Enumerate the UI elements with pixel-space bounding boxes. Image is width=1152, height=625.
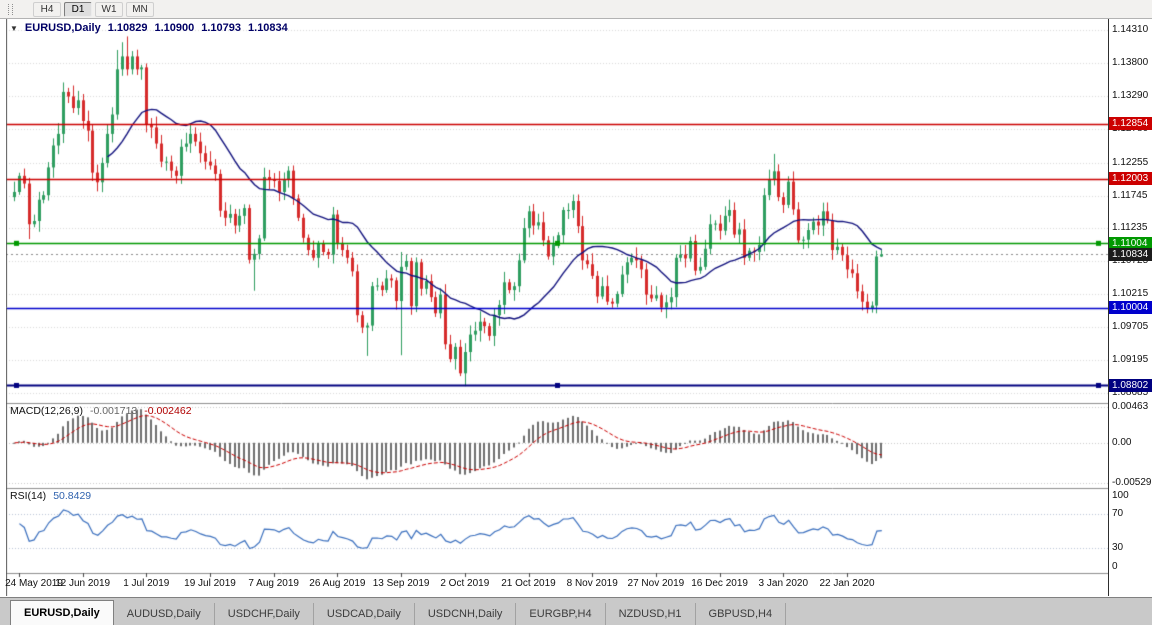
x-axis-label: 7 Aug 2019 (248, 578, 299, 589)
level-price-badge: 1.10004 (1109, 301, 1152, 315)
rsi-axis-tick: 30 (1112, 541, 1124, 553)
chart-tab-usdchf-daily[interactable]: USDCHF,Daily (214, 603, 314, 625)
level-price-badge: 1.12003 (1109, 172, 1152, 186)
chart-area: ▼ EURUSD,Daily 1.10829 1.10900 1.10793 1… (0, 19, 1152, 597)
rsi-axis-tick: 70 (1112, 507, 1124, 519)
macd-indicator-label: MACD(12,26,9) -0.001713 -0.002462 (10, 405, 192, 417)
chart-tab-audusd-daily[interactable]: AUDUSD,Daily (113, 603, 215, 625)
x-axis-label: 2 Oct 2019 (440, 578, 490, 589)
level-price-badge: 1.11004 (1109, 236, 1152, 250)
x-axis-label: 27 Nov 2019 (627, 578, 685, 589)
macd-axis-tick: 0.00 (1112, 436, 1132, 448)
price-axis-tick: 1.13290 (1112, 89, 1149, 101)
level-price-badge: 1.08802 (1109, 378, 1152, 392)
timeframe-button-mn[interactable]: MN (126, 1, 154, 17)
current-price-badge: 1.10834 (1109, 247, 1152, 261)
macd-main-value: -0.001713 (89, 405, 138, 417)
chart-tab-gbpusd-h4[interactable]: GBPUSD,H4 (695, 603, 787, 625)
price-axis-tick: 1.14310 (1112, 23, 1149, 35)
x-axis-label: 1 Jul 2019 (123, 578, 170, 589)
toolbar-grip[interactable] (8, 3, 13, 15)
timeframe-button-w1[interactable]: W1 (95, 1, 123, 17)
ohlc-open: 1.10829 (107, 22, 148, 34)
x-axis-label: 3 Jan 2020 (758, 578, 809, 589)
rsi-indicator-label: RSI(14) 50.8429 (10, 490, 91, 502)
chart-symbol: EURUSD,Daily (24, 22, 101, 34)
ohlc-low: 1.10793 (201, 22, 242, 34)
rsi-value: 50.8429 (53, 490, 92, 502)
price-axis-tick: 1.12255 (1112, 156, 1149, 168)
x-axis-label: 22 Jan 2020 (819, 578, 875, 589)
chart-tab-eurusd-daily[interactable]: EURUSD,Daily (10, 600, 114, 625)
x-axis-label: 21 Oct 2019 (501, 578, 556, 589)
chart-tab-nzdusd-h1[interactable]: NZDUSD,H1 (605, 603, 696, 625)
macd-axis-tick: -0.00529 (1112, 477, 1152, 489)
x-axis-label: 26 Aug 2019 (309, 578, 366, 589)
price-axis-tick: 1.13800 (1112, 56, 1149, 68)
rsi-axis-tick: 0 (1112, 561, 1118, 572)
chart-tab-eurgbp-h4[interactable]: EURGBP,H4 (516, 603, 606, 625)
periods-toolbar: H4 D1 W1 MN (0, 0, 1152, 19)
chart-tab-usdcnh-daily[interactable]: USDCNH,Daily (414, 603, 517, 625)
ohlc-high: 1.10900 (154, 22, 195, 34)
x-axis-label: 24 May 2019 (5, 578, 63, 589)
x-axis-label: 16 Dec 2019 (691, 578, 748, 589)
price-axis-tick: 1.09705 (1112, 321, 1149, 333)
price-axis-tick: 1.09195 (1112, 354, 1149, 366)
macd-axis-tick: 0.00463 (1112, 401, 1149, 413)
chart-tab-usdcad-daily[interactable]: USDCAD,Daily (313, 603, 415, 625)
macd-name: MACD(12,26,9) (10, 405, 83, 417)
price-axis-tick: 1.08685 (1112, 386, 1149, 398)
chart-tabs-bar: EURUSD,Daily AUDUSD,Daily USDCHF,Daily USDC… (0, 597, 1152, 625)
price-axis-tick: 1.11235 (1112, 222, 1148, 234)
price-scale: 1.143101.138001.132901.127801.122551.117… (1108, 19, 1152, 596)
price-axis-tick: 1.10215 (1112, 288, 1149, 300)
macd-signal-value: -0.002462 (144, 405, 192, 417)
chart-title: ▼ EURUSD,Daily 1.10829 1.10900 1.10793 1… (10, 22, 288, 34)
price-axis-tick: 1.10725 (1112, 255, 1149, 267)
ohlc-close: 1.10834 (248, 22, 288, 34)
candlestick-chart-canvas[interactable] (6, 19, 1108, 596)
x-axis-label: 12 Jun 2019 (55, 578, 111, 589)
timeframe-button-h4[interactable]: H4 (33, 1, 61, 17)
collapse-chart-icon[interactable]: ▼ (10, 23, 18, 33)
rsi-axis-tick: 100 (1112, 490, 1129, 501)
time-axis: 24 May 2019 12 Jun 2019 1 Jul 2019 19 Jul 2… (0, 578, 1108, 593)
x-axis-label: 13 Sep 2019 (372, 578, 430, 589)
price-axis-tick: 1.11745 (1112, 189, 1148, 201)
timeframe-buttons: H4 D1 W1 MN (33, 1, 154, 17)
x-axis-label: 8 Nov 2019 (566, 578, 618, 589)
rsi-name: RSI(14) (10, 490, 47, 502)
timeframe-button-d1[interactable]: D1 (64, 1, 92, 17)
level-price-badge: 1.12854 (1109, 117, 1152, 131)
x-axis-label: 19 Jul 2019 (184, 578, 236, 589)
